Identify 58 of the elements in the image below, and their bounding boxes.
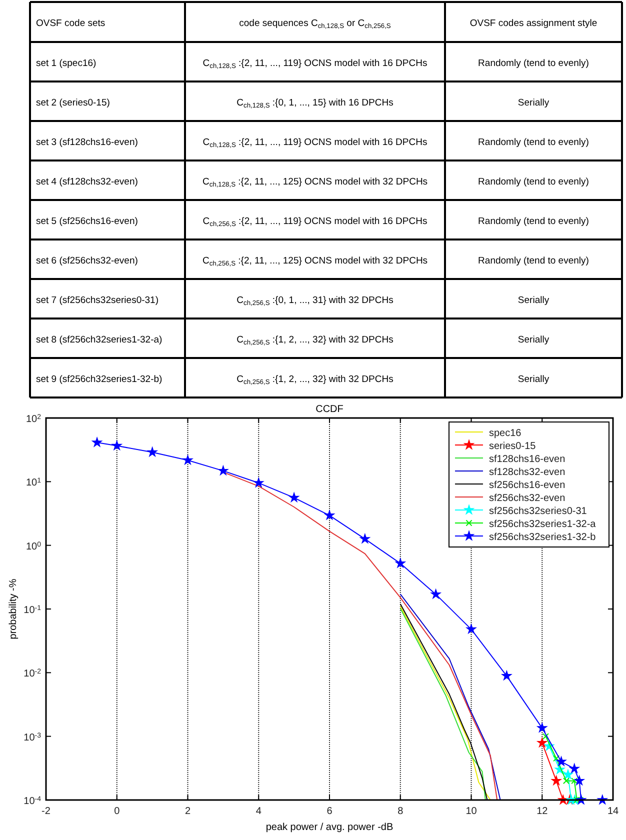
text: C$_{ch,256,S}$ :{1, 2, ..., 32} with 32 DPCHs: [236, 334, 394, 346]
y-tick-label: 10$^{-2}$: [24, 668, 42, 680]
x-tick-label: 10: [466, 806, 478, 817]
text: set 2 (series0-15): [36, 97, 110, 108]
y-tick-label: 10$^{-3}$: [24, 732, 42, 744]
text: Randomly (tend to evenly): [478, 136, 589, 148]
text: Serially: [518, 97, 550, 108]
text: set 1 (spec16): [36, 58, 96, 69]
legend-label: sf256chs32series0-31: [489, 506, 588, 517]
x-tick-label: -2: [42, 806, 51, 817]
text: Randomly (tend to evenly): [478, 58, 589, 69]
y-tick-label: 10$^{0}$: [26, 540, 42, 552]
y-tick-label: 10$^{-1}$: [24, 604, 42, 616]
x-tick-label: 12: [536, 806, 548, 817]
text: set 9 (sf256ch32series1-32-b): [36, 374, 162, 385]
text: set 6 (sf256chs32-even): [36, 255, 138, 266]
legend-label: sf256chs32-even: [489, 493, 566, 504]
text: code sequences C$_{ch,128,S}$ or C$_{ch,256,S}$: [239, 18, 392, 30]
legend-label: sf256chs32series1-32-a: [489, 519, 596, 530]
text: C$_{ch,128,S}$ :{2, 11, ..., 119} OCNS model with 16 DPCHs: [202, 58, 428, 70]
y-tick-label: 10$^{-4}$: [24, 796, 42, 807]
y-axis-title: probability -%: [8, 578, 19, 640]
legend-label: sf128chs16-even: [489, 454, 566, 465]
text: C$_{ch,256,S}$ :{2, 11, ..., 119} OCNS model with 16 DPCHs: [202, 216, 428, 228]
text: C$_{ch,128,S}$ :{2, 11, ..., 125} OCNS model with 32 DPCHs: [202, 176, 428, 188]
text: C$_{ch,256,S}$ :{2, 11, ..., 125} OCNS model with 32 DPCHs: [202, 255, 428, 268]
text: C$_{ch,128,S}$ :{0, 1, ..., 15} with 16 DPCHs: [236, 97, 394, 110]
legend-label: spec16: [489, 428, 522, 439]
x-tick-label: 2: [184, 806, 191, 817]
legend-label: sf256chs16-even: [489, 480, 566, 491]
legend-label: series0-15: [489, 441, 536, 452]
x-tick-label: 4: [256, 806, 262, 817]
text: OVSF codes assignment style: [470, 18, 598, 29]
text: Randomly (tend to evenly): [478, 176, 589, 188]
text: C$_{ch,128,S}$ :{2, 11, ..., 119} OCNS model with 16 DPCHs: [202, 136, 428, 149]
text: Serially: [518, 294, 550, 306]
text: set 3 (sf128chs16-even): [36, 136, 138, 148]
y-tick-label: 10$^{1}$: [26, 477, 42, 489]
x-tick-label: 8: [398, 806, 404, 817]
text: set 8 (sf256ch32series1-32-a): [36, 334, 162, 346]
text: Randomly (tend to evenly): [478, 216, 589, 227]
text: C$_{ch,256,S}$ :{0, 1, ..., 31} with 32 DPCHs: [236, 294, 394, 307]
legend-label: sf128chs32-even: [489, 467, 566, 478]
text: Randomly (tend to evenly): [478, 255, 589, 266]
text: set 7 (sf256chs32series0-31): [36, 294, 159, 306]
x-tick-label: 0: [114, 806, 120, 817]
legend-label: sf256chs32series1-32-b: [489, 532, 596, 543]
x-axis-title: peak power / avg. power -dB: [266, 822, 394, 833]
x-tick-label: 14: [607, 806, 619, 817]
text: Serially: [518, 334, 550, 346]
chart-title: CCDF: [316, 404, 344, 415]
text: set 5 (sf256chs16-even): [36, 216, 138, 227]
text: C$_{ch,256,S}$ :{1, 2, ..., 32} with 32 DPCHs: [236, 374, 394, 386]
x-tick-label: 6: [326, 806, 333, 817]
y-tick-label: 10$^{2}$: [26, 414, 42, 425]
text: Serially: [518, 374, 550, 385]
text: OVSF code sets: [36, 18, 106, 29]
text: set 4 (sf128chs32-even): [36, 176, 138, 188]
